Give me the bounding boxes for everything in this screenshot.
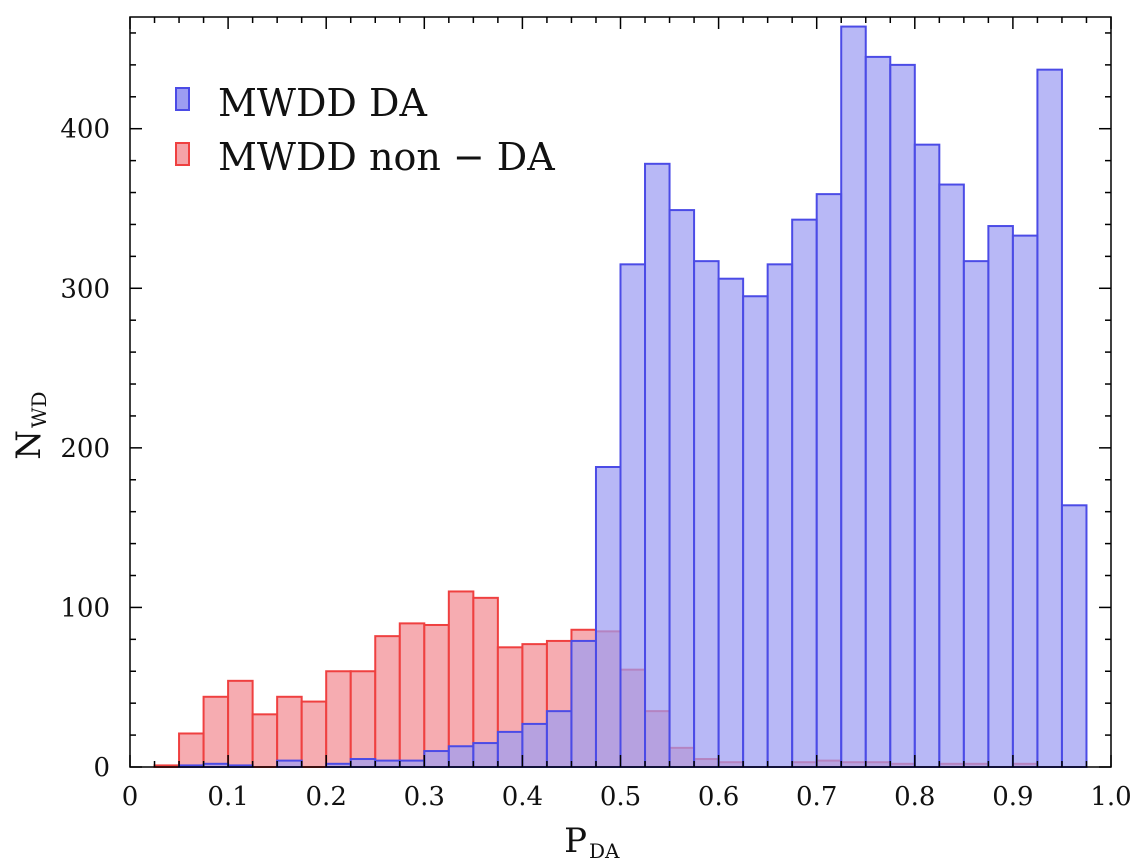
bar-da [545,710,573,768]
bar-non-da [227,679,254,768]
bar-non-da [398,622,426,769]
bar-non-da [300,700,328,768]
x-axis-label-subscript: DA [589,839,620,863]
bar-da [570,639,597,768]
bar-da [742,295,769,768]
legend-entry-da: MWDD DA [175,81,427,125]
bar-non-da [325,670,352,768]
bar-da [815,193,843,768]
bar-da [349,758,377,769]
y-tick-labels: 0 100 200 300 400 [60,115,110,783]
bar-da [398,759,426,768]
bar-da [472,742,499,769]
bar-da [864,55,892,768]
bar-da [913,143,941,769]
y-tick-label: 0 [93,753,110,783]
bar-non-da [202,695,230,768]
bar-da [889,63,916,769]
y-tick-label: 100 [60,593,110,623]
x-tick-labels: 0 0.1 0.2 0.3 0.4 0.5 0.6 0.7 0.8 0.9 1.0 [122,782,1132,812]
bar-da [1011,234,1039,769]
bar-da [717,277,745,768]
bar-da [594,466,622,768]
bar-da [644,162,671,768]
bar-non-da [178,732,205,769]
x-tick-label: 0.2 [306,782,347,812]
y-axis-label: N [9,430,49,460]
legend-swatch-non-da [175,142,190,166]
bar-da [521,722,548,769]
bar-da [276,759,303,768]
x-tick-label: 0.7 [796,782,837,812]
legend: MWDD DA MWDD non − DA [175,81,555,179]
bar-non-da [423,623,450,768]
axis-ticks [129,17,1112,768]
bar-non-da [349,670,377,768]
y-axis-title: N WD [9,391,51,459]
bar-non-da [472,596,499,769]
legend-label-da: MWDD DA [218,81,427,125]
bar-da [374,759,401,768]
bar-non-da [374,635,401,768]
x-tick-label: 0.3 [404,782,445,812]
bar-da [693,260,720,768]
x-axis-label: P [564,821,587,861]
legend-entry-non-da: MWDD non − DA [175,135,555,179]
bar-da [447,745,475,768]
x-tick-label: 0.5 [600,782,641,812]
x-tick-label: 0.6 [698,782,739,812]
bar-da [987,225,1014,769]
bar-da [938,183,965,769]
x-tick-label: 0.4 [502,782,543,812]
bar-da [962,260,990,768]
x-tick-label: 0 [122,782,139,812]
bar-non-da [251,713,279,769]
y-tick-label: 400 [60,115,110,145]
x-tick-label: 0.1 [207,782,248,812]
legend-label-non-da: MWDD non − DA [218,135,555,179]
x-tick-label: 0.8 [894,782,935,812]
x-axis-title: P DA [564,821,620,863]
y-axis-label-subscript: WD [27,391,51,428]
legend-swatch-da [175,87,190,111]
bar-da [840,25,867,769]
bar-da [619,263,647,768]
bar-non-da [447,590,475,768]
bar-da [423,750,450,768]
x-tick-label: 0.9 [992,782,1033,812]
bar-da [668,209,696,769]
bar-da [1060,504,1088,768]
y-tick-label: 300 [60,274,110,304]
bar-da [496,730,524,768]
bar-non-da [276,695,303,768]
bar-da [766,263,794,768]
bar-da [791,218,818,769]
y-tick-label: 200 [60,434,110,464]
x-tick-label: 1.0 [1090,782,1131,812]
bar-da [1036,68,1063,769]
